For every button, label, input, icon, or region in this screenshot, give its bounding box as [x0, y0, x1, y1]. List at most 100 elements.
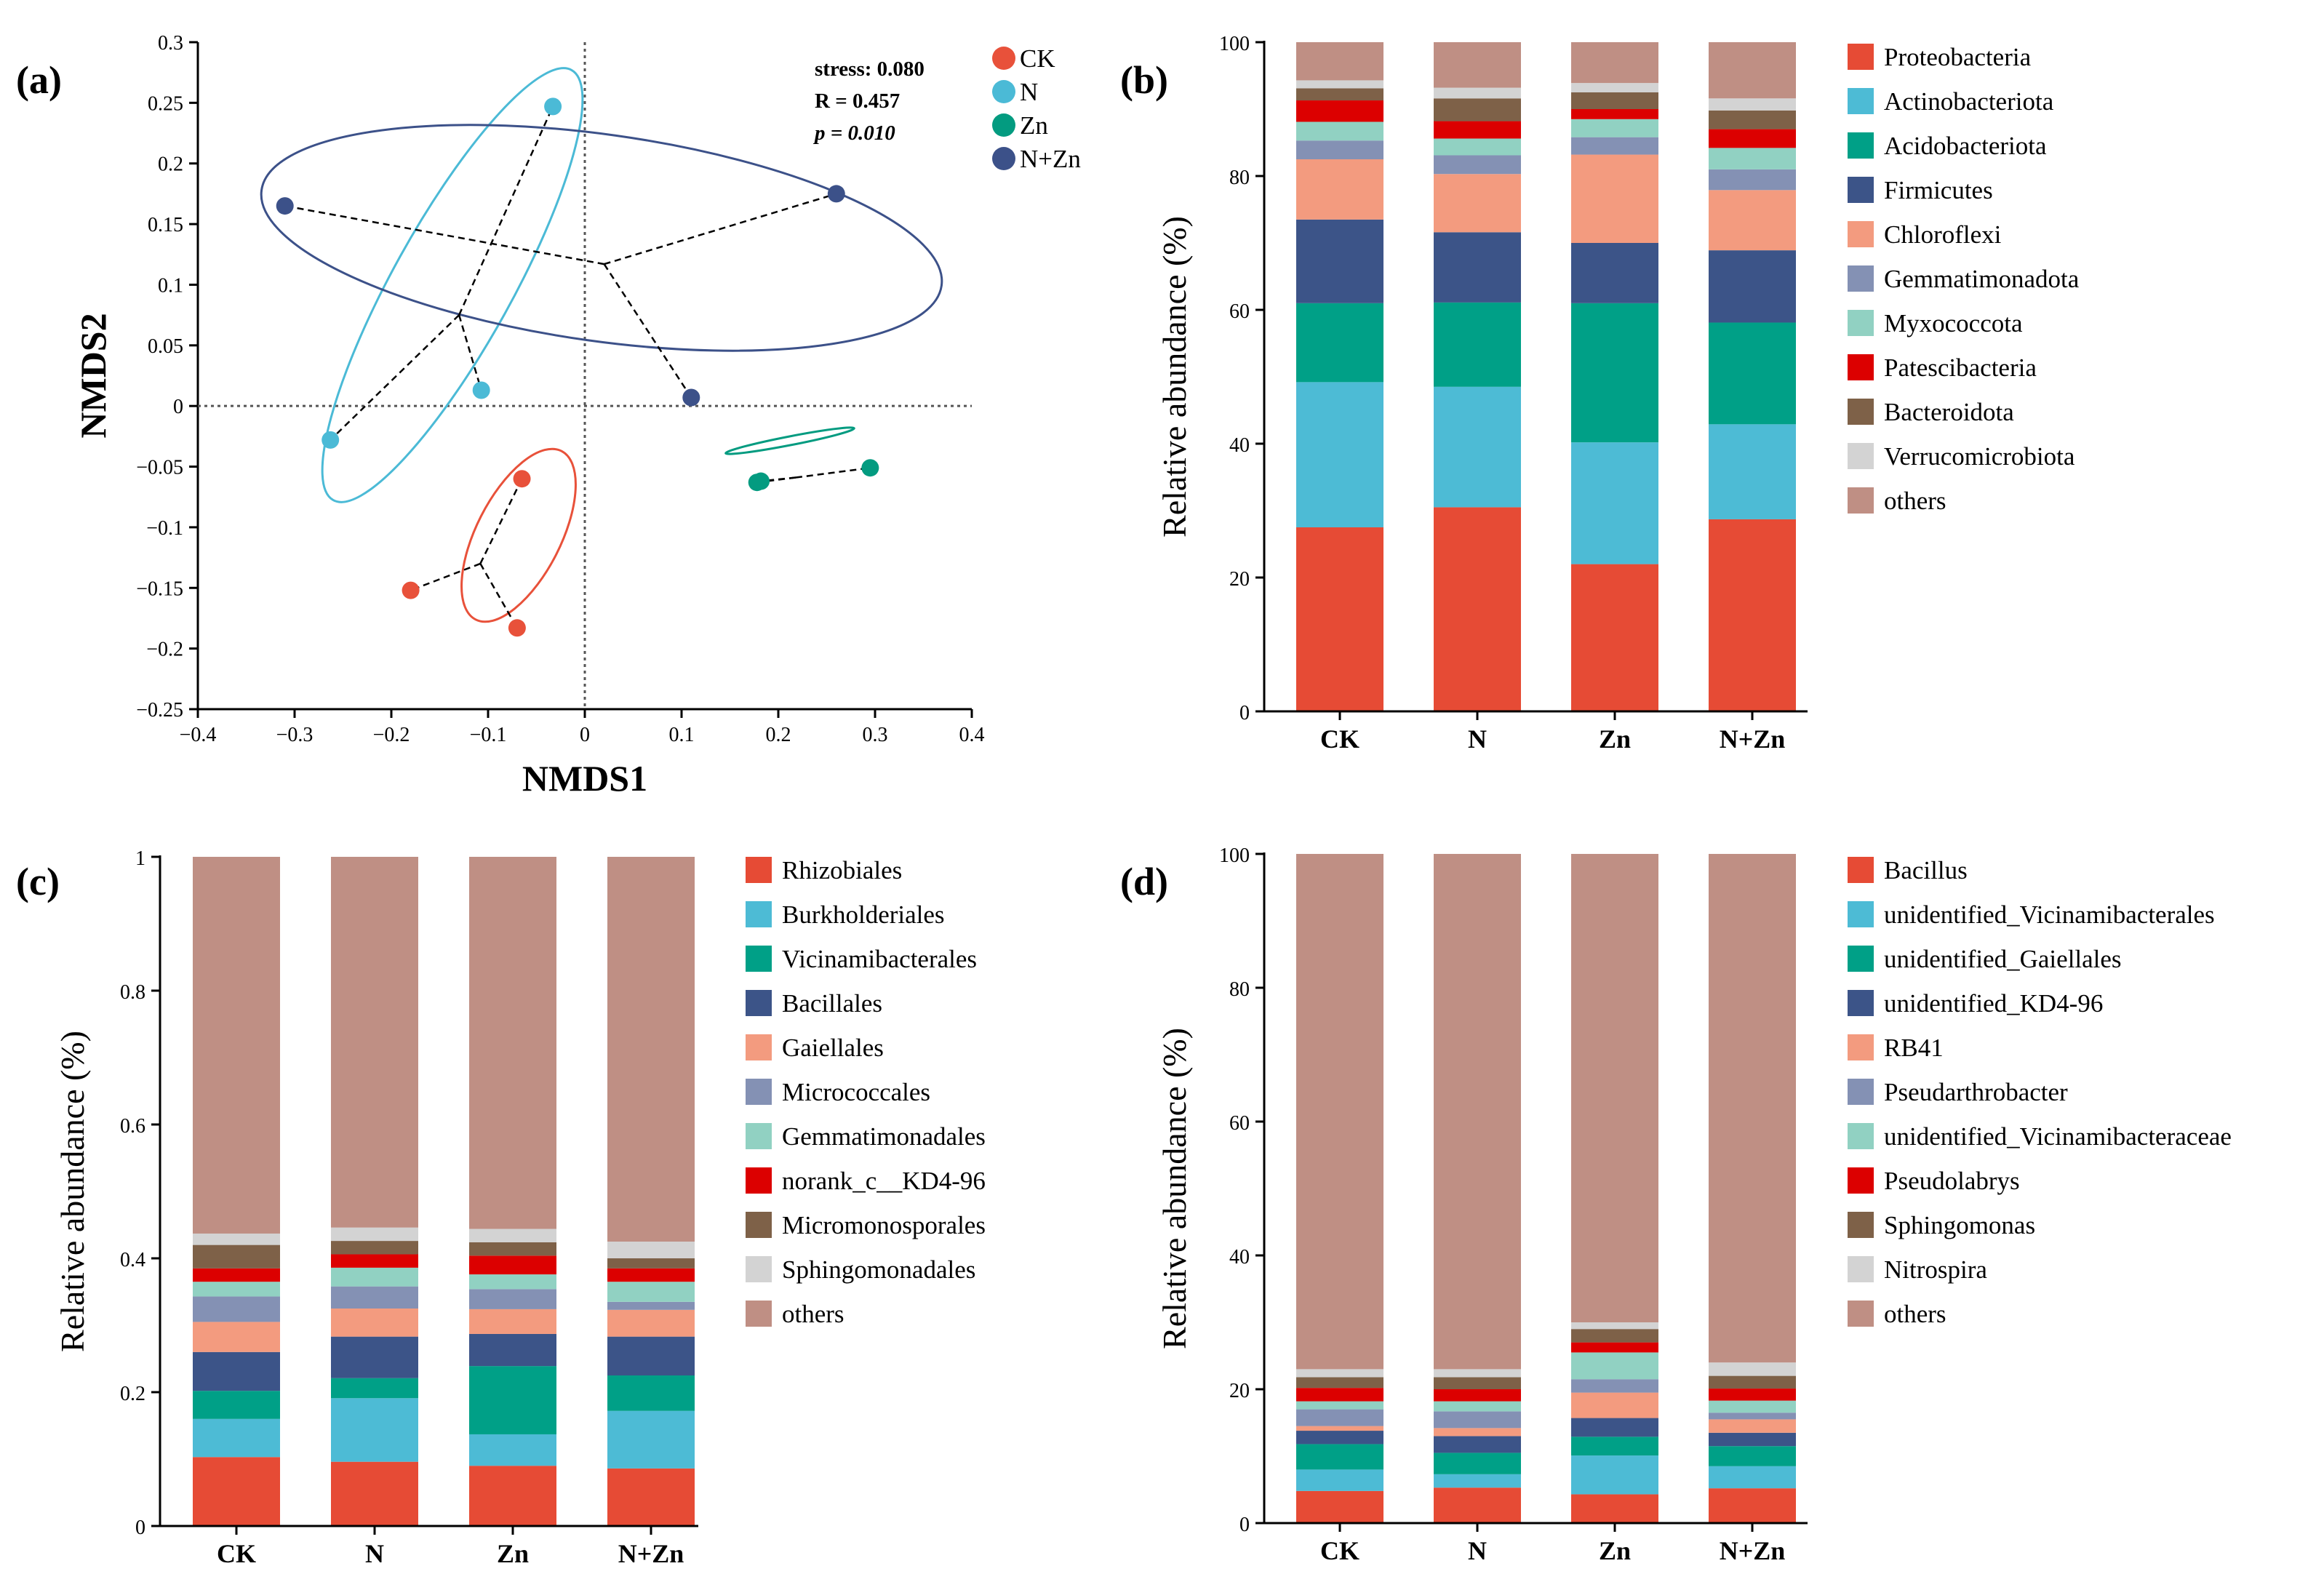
bar-segment-others [1434, 42, 1521, 88]
y-tick-label: 1 [135, 847, 145, 870]
legend-label: Micromonosporales [782, 1211, 986, 1239]
bar-segment-micrococcales [331, 1286, 418, 1309]
bar-segment-unidentified-kd4-96 [1434, 1436, 1521, 1453]
bar-segment-others [193, 857, 280, 1234]
y-tick-label: 0.15 [148, 214, 183, 236]
y-tick-label: 0.4 [120, 1249, 145, 1271]
bar-segment-bacillus [1571, 1494, 1658, 1523]
bar-segment-proteobacteria [1434, 507, 1521, 711]
legend-swatch-others [1848, 487, 1874, 514]
legend-label: Pseudarthrobacter [1884, 1078, 2068, 1106]
bar-segment-patescibacteria [1434, 121, 1521, 139]
bar-segment-pseudarthrobacter [1296, 1409, 1383, 1426]
stacked-bar-panel-b: CK N Zn N+Zn 0 20 40 60 80 100 Relative abundance … [1120, 33, 2080, 754]
bar-segment-sphingomonadales [607, 1242, 695, 1258]
legend-swatch-rb41 [1848, 1034, 1874, 1060]
bar-segment-others [607, 857, 695, 1242]
bar-segment-burkholderiales [193, 1418, 280, 1458]
legend-label: RB41 [1884, 1034, 1944, 1062]
bar-segment-gemmatimonadota [1709, 169, 1796, 191]
point-Zn [752, 472, 770, 490]
y-tick-label: −0.2 [146, 639, 183, 661]
bar-segment-micromonosporales [331, 1241, 418, 1255]
category-label: N [1468, 1536, 1487, 1565]
nmds-panel: −0.4 −0.3 −0.2 −0.1 0 0.1 0.2 0.3 0.4 0.3 0.25 0.2 0… [16, 32, 1081, 799]
bar-segment-chloroflexi [1296, 159, 1383, 220]
bar-segment-sphingomonas [1296, 1377, 1383, 1389]
bar-segment-acidobacteriota [1296, 303, 1383, 383]
bar-segment-nitrospira [1296, 1369, 1383, 1378]
bar-segment-gaiellales [469, 1309, 556, 1334]
x-tick-label: −0.4 [180, 724, 217, 746]
spider-line-N [330, 314, 460, 441]
point-N [544, 97, 562, 116]
category-label: Zn [1599, 724, 1631, 754]
legend-label: others [782, 1300, 844, 1328]
bar-segment-unidentified-vicinamibacteraceae [1571, 1352, 1658, 1380]
legend-marker-CK [992, 47, 1015, 70]
bar-segment-verrucomicrobiota [1709, 98, 1796, 111]
bar-segment-pseudolabrys [1709, 1389, 1796, 1401]
bar-segment-patescibacteria [1296, 100, 1383, 122]
bar-segment-actinobacteriota [1571, 442, 1658, 564]
bar-segment-nitrospira [1709, 1362, 1796, 1376]
legend-swatch-proteobacteria [1848, 44, 1874, 70]
panel-label-a: (a) [16, 58, 62, 102]
legend-swatch-unidentified-gaiellales [1848, 946, 1874, 972]
bar-segment-unidentified-kd4-96 [1709, 1432, 1796, 1447]
legend-swatch-bacillales [746, 990, 772, 1016]
legend-label: Chloroflexi [1884, 220, 2002, 249]
bar-segment-gaiellales [331, 1309, 418, 1337]
legend-label: unidentified_Vicinamibacterales [1884, 900, 2215, 929]
x-tick-label: 0 [580, 724, 590, 746]
legend-label-N+Zn: N+Zn [1020, 145, 1081, 173]
category-label: Zn [1599, 1536, 1631, 1565]
point-N [322, 431, 340, 449]
legend-label: Vicinamibacterales [782, 945, 977, 973]
panel-label-c: (c) [16, 860, 60, 903]
y-tick-label: 100 [1219, 844, 1250, 867]
legend-label: Burkholderiales [782, 900, 945, 929]
bar-segment-myxococcota [1571, 119, 1658, 137]
confidence-ellipse-N+Zn [260, 124, 943, 352]
category-label: N [365, 1539, 384, 1568]
legend-label: Bacteroidota [1884, 398, 2014, 426]
p-annotation: p = 0.010 [812, 121, 895, 145]
bar-segment-micrococcales [193, 1296, 280, 1322]
y-tick-label: −0.15 [136, 578, 183, 600]
bar-segment-micrococcales [469, 1289, 556, 1309]
bar-segment-sphingomonas [1434, 1377, 1521, 1389]
bar-segment-others [469, 857, 556, 1229]
y-axis-title: Relative abundance (%) [1156, 1028, 1193, 1349]
bar-segment-pseudarthrobacter [1709, 1413, 1796, 1420]
bar-segment-myxococcota [1709, 148, 1796, 169]
legend-label: unidentified_KD4-96 [1884, 989, 2103, 1018]
legend-label: Proteobacteria [1884, 43, 2032, 71]
legend-swatch-micromonosporales [746, 1212, 772, 1238]
y-tick-label: 0 [173, 396, 183, 418]
bar-segment-others [1709, 854, 1796, 1363]
y-tick-label: 0 [135, 1517, 145, 1539]
y-tick-label: 60 [1229, 1112, 1250, 1135]
bar-segment-proteobacteria [1571, 564, 1658, 711]
bar-segment-unidentified-vicinamibacterales [1571, 1455, 1658, 1495]
bar-segment-acidobacteriota [1709, 322, 1796, 425]
legend-label: Pseudolabrys [1884, 1167, 2020, 1195]
bar-segment-rhizobiales [331, 1461, 418, 1526]
bar-segment-vicinamibacterales [331, 1378, 418, 1399]
bar-segment-bacteroidota [1709, 110, 1796, 129]
bar-segment-bacillales [331, 1336, 418, 1378]
bar-segment-gemmatimonadota [1571, 137, 1658, 155]
bar-segment-bacillales [469, 1333, 556, 1367]
legend-label: Bacillales [782, 989, 882, 1018]
legend-swatch-pseudarthrobacter [1848, 1079, 1874, 1105]
legend-swatch-verrucomicrobiota [1848, 443, 1874, 469]
y-tick-label: 0.2 [158, 153, 183, 176]
y-tick-label: 20 [1229, 568, 1250, 591]
bar-segment-gemmatimonadota [1296, 140, 1383, 159]
y-tick-label: 80 [1229, 978, 1250, 1001]
bar-segment-bacteroidota [1296, 88, 1383, 101]
bar-segment-rb41 [1571, 1392, 1658, 1418]
legend-label: others [1884, 487, 1946, 515]
point-N+Zn [682, 388, 700, 407]
